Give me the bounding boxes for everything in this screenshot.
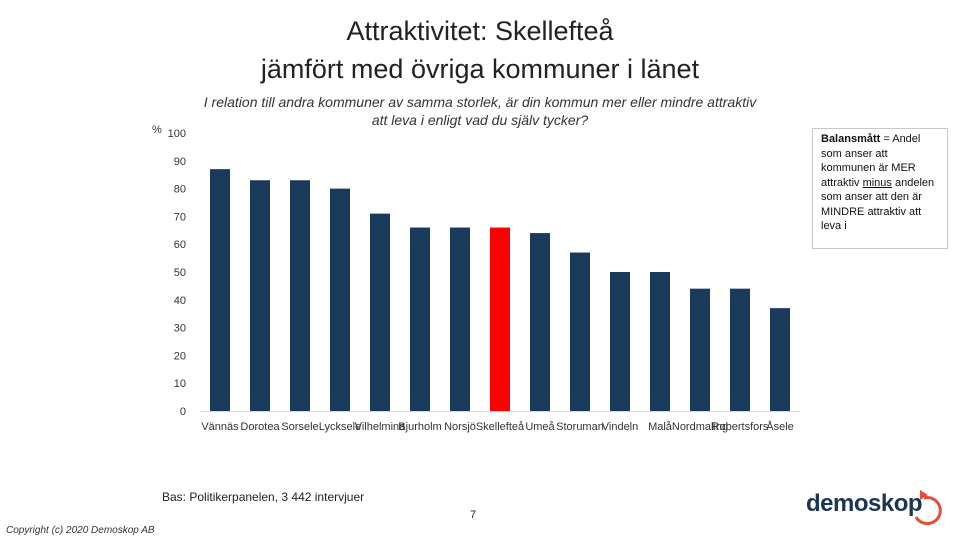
x-tick-label: Lycksele [319, 421, 361, 433]
logo-wordmark: demoskop [806, 490, 922, 517]
x-tick-label: Vilhelmina [355, 421, 406, 433]
bar-lycksele [330, 188, 350, 411]
bar-robertsfors [730, 288, 750, 411]
x-tick-label: Umeå [525, 421, 555, 433]
bar-vännäs [210, 169, 230, 411]
x-tick-label: Storuman [556, 421, 604, 433]
question-text: I relation till andra kommuner av samma … [150, 93, 810, 129]
y-tick-label: 30 [174, 323, 186, 335]
bar-storuman [570, 252, 590, 411]
y-tick-label: 10 [174, 378, 186, 390]
y-tick-label: 0 [180, 406, 186, 418]
copyright: Copyright (c) 2020 Demoskop AB [6, 525, 155, 536]
y-tick-label: 20 [174, 350, 186, 362]
x-tick-label: Malå [648, 421, 673, 433]
x-tick-label: Vindeln [602, 421, 639, 433]
title-line-2: jämfört med övriga kommuner i länet [260, 54, 700, 84]
bar-malå [650, 272, 670, 411]
bar-norsjö [450, 227, 470, 411]
question-line-2: att leva i enligt vad du själv tycker? [371, 112, 589, 128]
bar-vilhelmina [370, 213, 390, 411]
y-tick-label: 80 [174, 184, 186, 196]
x-tick-label: Sorsele [281, 421, 318, 433]
logo-arrow-head [920, 490, 928, 500]
bar-skellefteå [490, 227, 510, 411]
y-axis-unit-label: % [152, 124, 162, 136]
x-tick-label: Skellefteå [476, 421, 525, 433]
bar-vindeln [610, 272, 630, 411]
note-minus: minus [862, 176, 892, 189]
bar-sorsele [290, 180, 310, 411]
y-tick-label: 70 [174, 211, 186, 223]
bar-åsele [770, 308, 790, 411]
note-text-after: andelen som anser att den är MINDRE attr… [821, 176, 935, 233]
demoskop-logo: demoskop [806, 490, 942, 526]
page-number: 7 [470, 509, 477, 521]
note-term: Balansmått [821, 133, 881, 145]
x-tick-label: Bjurholm [398, 421, 441, 433]
bar-dorotea [250, 180, 270, 411]
base-note: Bas: Politikerpanelen, 3 442 intervjuer [162, 490, 365, 504]
y-tick-label: 90 [174, 156, 186, 168]
logo-arrow-arc [914, 496, 942, 526]
y-tick-label: 60 [174, 239, 186, 251]
x-tick-label: Dorotea [240, 421, 280, 433]
balance-note: Balansmått = Andel som anser att kommune… [812, 128, 948, 249]
bar-umeå [530, 233, 550, 411]
x-tick-label: Norsjö [444, 421, 476, 433]
note-text-before: = Andel som anser att kommunen är MER at… [821, 133, 921, 189]
x-tick-label: Robertsfors [712, 421, 769, 433]
y-tick-label: 40 [174, 295, 186, 307]
y-tick-label: 100 [168, 128, 186, 140]
x-tick-label: Nordmaling [672, 421, 728, 433]
bar-bjurholm [410, 227, 430, 411]
x-tick-label: Vännäs [201, 421, 239, 433]
question-line-1: I relation till andra kommuner av samma … [203, 94, 757, 110]
bar-nordmaling [690, 288, 710, 411]
x-tick-label: Åsele [766, 420, 794, 433]
page-title: Attraktivitet: Skellefteå jämfört med öv… [150, 12, 810, 88]
title-line-1: Attraktivitet: Skellefteå [346, 16, 614, 46]
y-tick-label: 50 [174, 267, 186, 279]
